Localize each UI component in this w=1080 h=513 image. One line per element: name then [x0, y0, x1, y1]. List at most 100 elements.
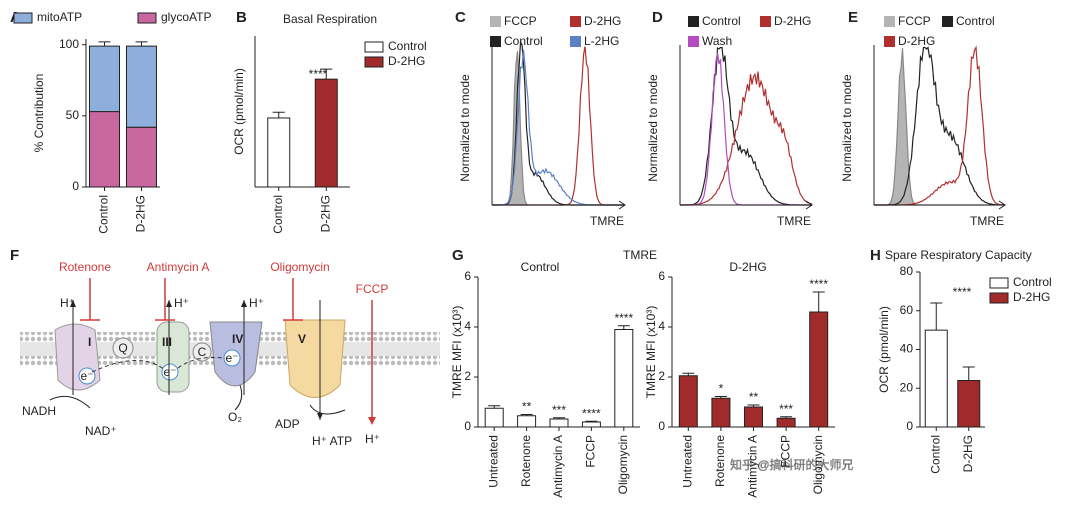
x-tick-label: Oligomycin: [616, 435, 630, 494]
bar: [809, 311, 829, 428]
y-tick-label: 0: [906, 419, 913, 433]
bar: [549, 418, 569, 428]
y-tick-label: 60: [900, 303, 914, 317]
y-axis-label: Normalized to mode: [646, 74, 660, 182]
error-bar: [930, 302, 943, 331]
legend-swatch: [364, 56, 384, 68]
legend-label: L-2HG: [584, 34, 619, 48]
x-tick-label: Control: [97, 195, 111, 234]
inhibitor-label: Rotenone: [59, 260, 111, 274]
histogram-curve: [680, 52, 812, 206]
chart-title: Spare Respiratory Capacity: [885, 248, 1032, 262]
legend-label: glycoATP: [161, 10, 211, 24]
carrier-label: Q: [118, 341, 127, 355]
legend-label: Control: [1013, 275, 1052, 289]
y-tick-label: 0: [658, 419, 665, 433]
y-tick-label: 6: [658, 269, 665, 283]
bar: [678, 375, 698, 428]
legend-swatch: [137, 12, 157, 24]
legend-swatch: [490, 36, 501, 47]
y-axis-label: OCR (pmol/min): [232, 68, 246, 155]
legend-label: Control: [504, 34, 543, 48]
x-tick-label: Antimycin A: [746, 435, 760, 498]
y-tick-label: 4: [464, 319, 471, 333]
panel-label: D: [652, 9, 663, 26]
significance: ****: [809, 277, 828, 291]
x-tick-label: Oligomycin: [811, 435, 825, 494]
legend-swatch: [989, 277, 1009, 289]
bar: [126, 45, 157, 128]
y-tick-label: 2: [658, 369, 665, 383]
complex-label: IV: [232, 332, 243, 346]
diagram-f: F Rotenone Antimycin A Oligomycin FCCP H…: [10, 247, 440, 448]
carrier: [112, 337, 134, 359]
bar: [957, 380, 981, 428]
error-bar: [98, 41, 111, 47]
panel-label: B: [236, 9, 247, 26]
bar: [711, 397, 731, 428]
electron-label: e⁻: [225, 351, 238, 365]
bar: [776, 417, 796, 428]
legend-label: D-2HG: [584, 14, 621, 28]
legend-label: D-2HG: [774, 14, 811, 28]
legend-label: Control: [388, 39, 427, 53]
proton: H⁺: [365, 432, 380, 446]
legend-label: D-2HG: [898, 34, 935, 48]
x-axis-label: TMRE: [590, 214, 624, 228]
x-tick-label: D-2HG: [318, 195, 332, 232]
error-bar: [135, 41, 148, 47]
error-bar: [714, 396, 727, 399]
significance: **: [749, 390, 759, 404]
y-tick-label: 0: [72, 179, 79, 193]
axis-arrow: [805, 200, 813, 210]
legend-swatch: [884, 36, 895, 47]
proton: H⁺: [60, 296, 75, 310]
legend-swatch: [989, 292, 1009, 304]
histogram-curve: [680, 46, 812, 206]
error-bar: [682, 372, 695, 376]
x-tick-label: Control: [271, 195, 285, 234]
y-tick-label: 6: [464, 269, 471, 283]
bar: [744, 406, 763, 428]
y-tick-label: 20: [900, 380, 914, 394]
panel-label: H: [870, 247, 881, 264]
legend-label: Wash: [702, 34, 732, 48]
legend-swatch: [688, 16, 699, 27]
bar: [126, 126, 157, 188]
legend-label: Control: [956, 14, 995, 28]
panel-label: E: [848, 9, 858, 26]
reactant: ADP: [275, 417, 300, 431]
y-axis-label: % Contribution: [32, 74, 46, 153]
reactant: O₂: [228, 410, 242, 424]
x-tick-label: Antimycin A: [551, 435, 565, 498]
reactant: NADH: [22, 404, 56, 418]
y-tick-label: 50: [66, 108, 80, 122]
legend-label: D-2HG: [1013, 290, 1050, 304]
legend-swatch: [570, 16, 581, 27]
legend-label: D-2HG: [388, 54, 425, 68]
inhibitor-label: Antimycin A: [147, 260, 210, 274]
electron: [161, 363, 179, 381]
error-bar: [553, 417, 565, 419]
bar: [517, 415, 537, 428]
error-bar: [520, 414, 533, 416]
y-axis-label: TMRE MFI (x10³): [644, 306, 658, 399]
axis-arrow: [998, 200, 1006, 210]
significance: ****: [953, 285, 972, 299]
y-axis-label: OCR (pmol/min): [877, 306, 891, 393]
x-axis-label: TMRE: [777, 214, 811, 228]
legend-swatch: [364, 41, 384, 53]
bar: [314, 78, 338, 188]
panel-label: G: [452, 247, 464, 264]
complex-label: I: [88, 335, 91, 349]
x-tick-label: Control: [928, 435, 942, 474]
complex-label: III: [162, 335, 172, 349]
complex-v: [284, 319, 346, 398]
carrier: [192, 342, 212, 362]
error-bar: [585, 420, 598, 422]
reaction-arrow: [49, 384, 346, 415]
y-tick-label: 2: [464, 369, 471, 383]
legend-swatch: [760, 16, 771, 27]
electron: [78, 367, 96, 385]
chart-title: Basal Respiration: [283, 12, 377, 26]
